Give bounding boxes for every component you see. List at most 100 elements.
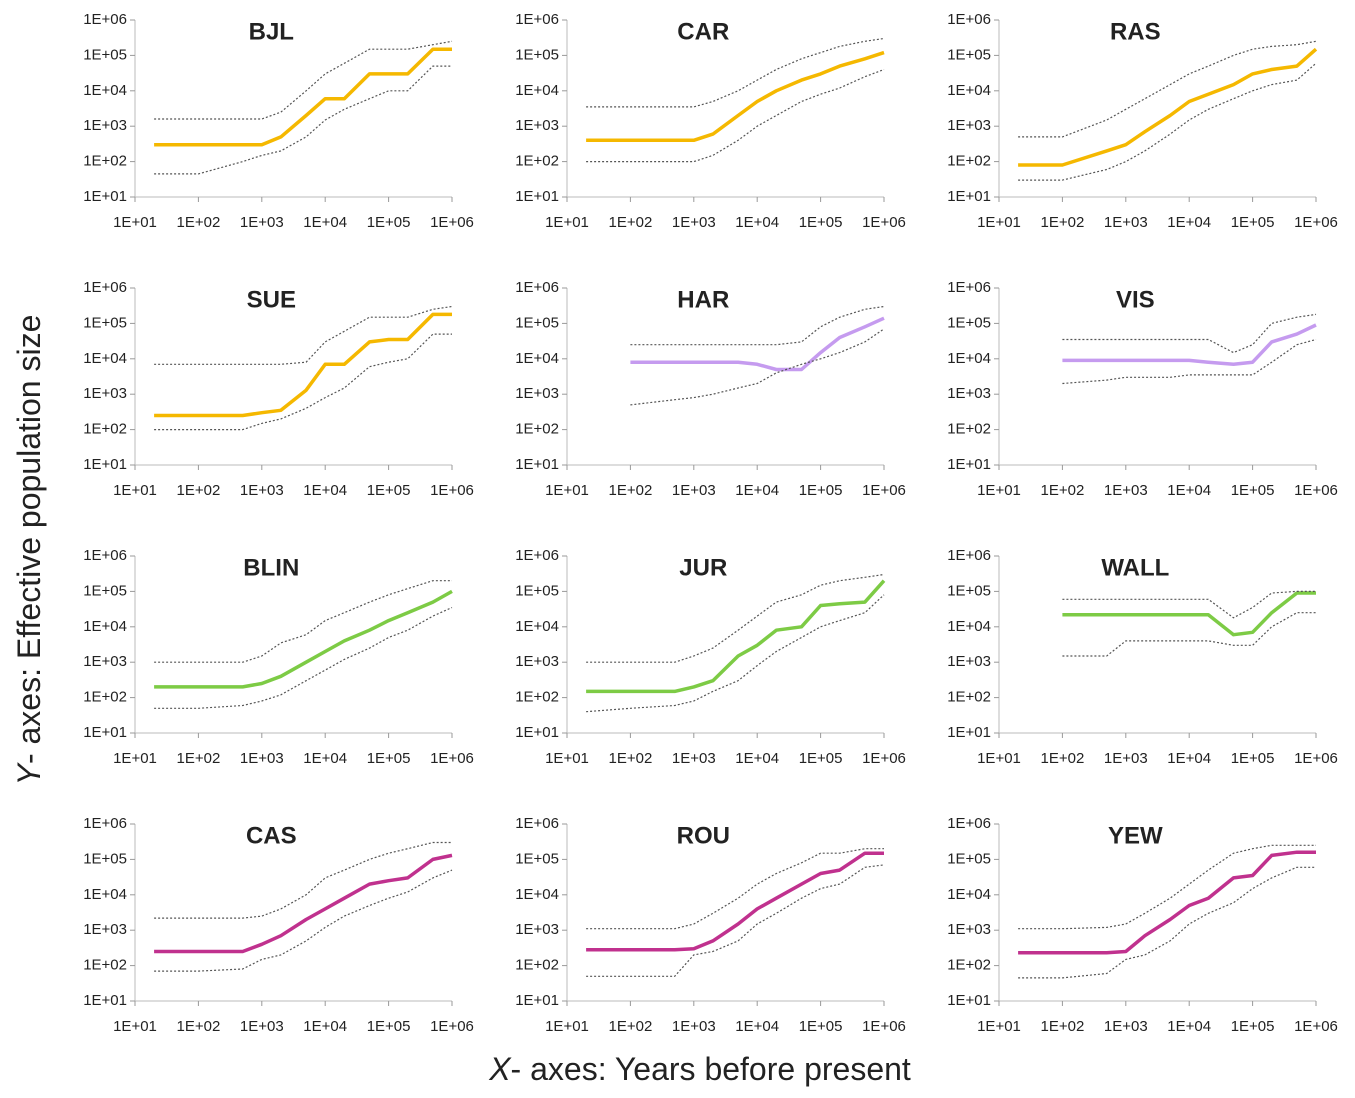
panel-title: RAS (1110, 18, 1161, 45)
x-tick-label: 1E+06 (430, 1018, 474, 1035)
panel-title: YEW (1108, 822, 1163, 849)
x-tick-label: 1E+05 (367, 750, 411, 767)
x-axis-label: X- axes: Years before present (488, 1051, 911, 1087)
x-tick-label: 1E+06 (1294, 214, 1338, 231)
x-tick-label: 1E+05 (799, 1018, 843, 1035)
y-tick-label: 1E+04 (83, 886, 127, 903)
x-tick-label: 1E+04 (1167, 750, 1211, 767)
x-tick-label: 1E+05 (367, 214, 411, 231)
median-line (1018, 850, 1316, 955)
y-tick-label: 1E+06 (947, 815, 991, 832)
y-axis-var: Y (11, 761, 47, 785)
y-tick-label: 1E+06 (83, 815, 127, 832)
x-axis-var: X (488, 1051, 512, 1087)
y-tick-label: 1E+01 (947, 456, 991, 473)
y-tick-label: 1E+06 (947, 279, 991, 296)
y-tick-label: 1E+06 (515, 815, 559, 832)
x-tick-label: 1E+04 (303, 1018, 347, 1035)
y-tick-label: 1E+06 (515, 279, 559, 296)
y-tick-label: 1E+05 (947, 582, 991, 599)
x-tick-label: 1E+02 (1041, 482, 1085, 499)
y-tick-label: 1E+01 (83, 188, 127, 205)
y-tick-label: 1E+05 (83, 582, 127, 599)
x-tick-label: 1E+04 (735, 214, 779, 231)
y-tick-label: 1E+06 (83, 279, 127, 296)
y-tick-label: 1E+02 (515, 421, 559, 438)
y-tick-label: 1E+05 (947, 314, 991, 331)
y-tick-label: 1E+06 (947, 547, 991, 564)
bound-line (154, 841, 452, 919)
x-tick-label: 1E+01 (977, 482, 1021, 499)
x-tick-label: 1E+02 (609, 750, 653, 767)
x-tick-label: 1E+02 (1041, 214, 1085, 231)
x-tick-label: 1E+03 (1104, 750, 1148, 767)
bound-line (1062, 590, 1316, 619)
y-tick-label: 1E+03 (947, 653, 991, 670)
x-tick-label: 1E+01 (977, 214, 1021, 231)
x-tick-label: 1E+02 (1041, 1018, 1085, 1035)
x-tick-label: 1E+05 (367, 1018, 411, 1035)
y-tick-label: 1E+05 (83, 314, 127, 331)
y-tick-label: 1E+05 (515, 850, 559, 867)
x-tick-label: 1E+05 (1231, 482, 1275, 499)
x-tick-label: 1E+03 (240, 214, 284, 231)
y-tick-label: 1E+04 (947, 886, 991, 903)
x-tick-label: 1E+02 (609, 1018, 653, 1035)
panel-title: WALL (1101, 554, 1169, 581)
panel-title: CAS (246, 822, 297, 849)
y-tick-label: 1E+02 (947, 153, 991, 170)
bound-line (1018, 40, 1317, 138)
y-tick-label: 1E+02 (515, 689, 559, 706)
bound-line (154, 869, 453, 972)
bound-line (586, 594, 885, 713)
x-tick-label: 1E+03 (240, 750, 284, 767)
median-line (630, 316, 885, 372)
y-tick-label: 1E+04 (947, 350, 991, 367)
bound-line (154, 40, 453, 120)
y-tick-label: 1E+01 (83, 724, 127, 741)
y-tick-label: 1E+05 (947, 46, 991, 63)
bound-line (1062, 313, 1317, 354)
median-line (1062, 323, 1317, 367)
y-tick-label: 1E+03 (83, 921, 127, 938)
x-tick-label: 1E+06 (430, 750, 474, 767)
x-tick-label: 1E+01 (545, 750, 589, 767)
x-tick-label: 1E+06 (862, 482, 906, 499)
bound-line (586, 848, 884, 930)
panel-title: BLIN (243, 554, 299, 581)
x-tick-label: 1E+05 (1231, 1018, 1275, 1035)
y-tick-label: 1E+06 (515, 547, 559, 564)
x-tick-label: 1E+03 (672, 214, 716, 231)
bound-line (1062, 338, 1317, 385)
x-tick-label: 1E+04 (1167, 1018, 1211, 1035)
x-tick-label: 1E+03 (672, 482, 716, 499)
x-tick-label: 1E+06 (1294, 1018, 1338, 1035)
x-tick-label: 1E+05 (799, 482, 843, 499)
y-tick-label: 1E+06 (83, 11, 127, 28)
y-tick-label: 1E+02 (83, 421, 127, 438)
bound-line (586, 573, 885, 663)
bound-line (586, 68, 885, 163)
x-tick-label: 1E+02 (609, 214, 653, 231)
x-tick-label: 1E+03 (1104, 1018, 1148, 1035)
x-tick-label: 1E+05 (799, 750, 843, 767)
x-tick-label: 1E+06 (862, 750, 906, 767)
x-tick-label: 1E+01 (545, 482, 589, 499)
panel-title: VIS (1116, 286, 1155, 313)
y-tick-label: 1E+01 (947, 724, 991, 741)
y-tick-label: 1E+04 (515, 618, 559, 635)
median-line (154, 589, 453, 689)
bound-line (1018, 844, 1316, 930)
y-tick-label: 1E+05 (83, 850, 127, 867)
x-tick-label: 1E+06 (862, 214, 906, 231)
bound-line (1062, 612, 1316, 657)
y-tick-label: 1E+04 (947, 618, 991, 635)
bound-line (154, 65, 452, 175)
bound-line (154, 305, 453, 365)
y-axis-label: Y- axes: Effective population size (11, 315, 47, 786)
y-tick-label: 1E+06 (83, 547, 127, 564)
panel-title: CAR (677, 18, 729, 45)
y-tick-label: 1E+01 (947, 992, 991, 1009)
y-tick-label: 1E+03 (947, 117, 991, 134)
x-tick-label: 1E+05 (1231, 750, 1275, 767)
